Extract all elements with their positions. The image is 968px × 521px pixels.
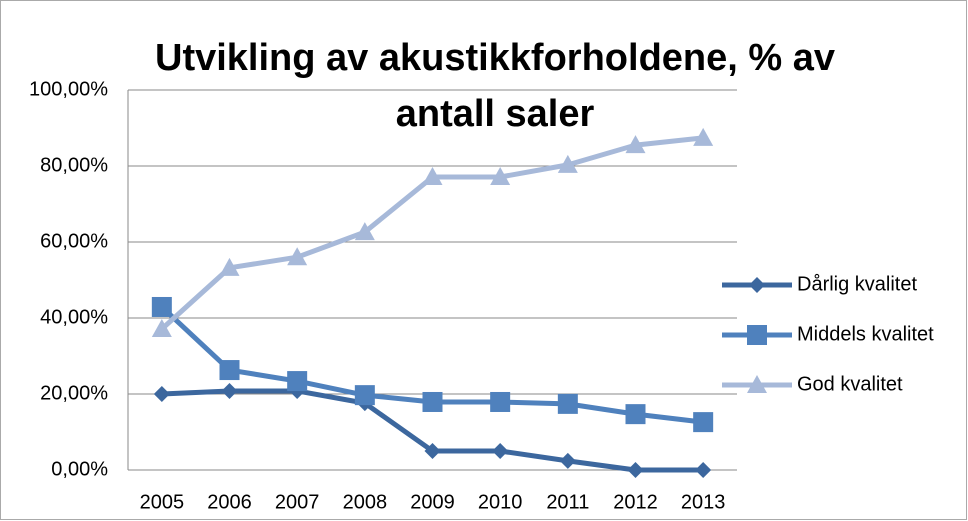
marker xyxy=(422,391,443,412)
marker xyxy=(354,222,375,241)
marker xyxy=(557,393,578,414)
x-tick-label: 2005 xyxy=(140,491,185,513)
legend-label: God kvalitet xyxy=(797,373,903,395)
x-tick-label: 2006 xyxy=(207,491,252,513)
marker xyxy=(693,127,714,146)
marker xyxy=(695,462,712,478)
marker xyxy=(627,462,644,478)
x-tick-label: 2012 xyxy=(613,491,658,513)
x-tick-label: 2007 xyxy=(275,491,320,513)
marker xyxy=(490,167,511,186)
marker xyxy=(151,319,172,338)
x-tick-label: 2013 xyxy=(681,491,726,513)
y-tick-label: 80,00% xyxy=(40,154,108,176)
y-tick-label: 40,00% xyxy=(40,306,108,328)
marker xyxy=(747,375,767,393)
x-tick-label: 2009 xyxy=(410,491,455,513)
marker xyxy=(693,412,714,433)
y-tick-label: 20,00% xyxy=(40,382,108,404)
marker xyxy=(221,382,238,399)
marker xyxy=(287,371,308,392)
legend-label: Middels kvalitet xyxy=(797,323,934,345)
series-line xyxy=(160,135,704,331)
legend-label: Dårlig kvalitet xyxy=(797,273,917,295)
marker xyxy=(153,386,170,402)
marker xyxy=(424,443,441,459)
marker xyxy=(625,404,646,425)
marker xyxy=(354,385,375,406)
x-tick-label: 2010 xyxy=(478,491,523,513)
chart-title: Utvikling av akustikkforholdene, % av an… xyxy=(155,37,835,135)
marker xyxy=(151,296,172,317)
x-tick-label: 2008 xyxy=(343,491,388,513)
marker xyxy=(490,391,511,412)
marker xyxy=(559,452,576,469)
x-tick-label: 2011 xyxy=(546,491,589,513)
marker xyxy=(219,257,240,276)
marker xyxy=(287,247,308,266)
y-tick-label: 60,00% xyxy=(40,230,108,252)
marker xyxy=(557,154,578,173)
marker xyxy=(747,325,767,345)
marker xyxy=(749,277,765,293)
y-tick-label: 0,00% xyxy=(51,458,108,480)
marker xyxy=(492,443,509,459)
marker xyxy=(422,167,443,186)
marker xyxy=(219,360,240,381)
marker xyxy=(625,135,646,154)
y-tick-label: 100,00% xyxy=(29,78,108,100)
